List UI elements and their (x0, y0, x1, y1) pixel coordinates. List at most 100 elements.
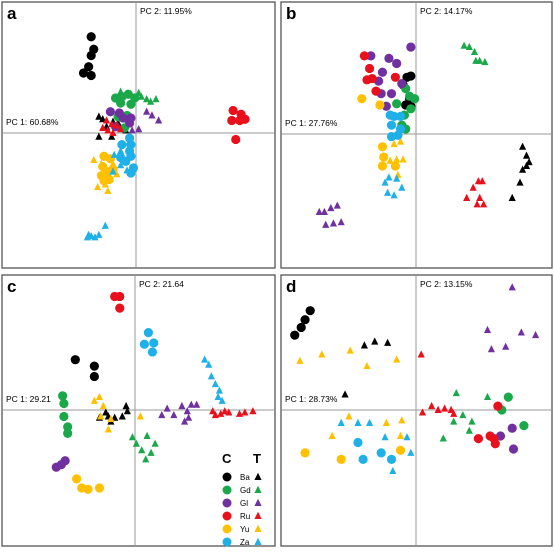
data-point-triangle (101, 221, 109, 229)
pc1-label: PC 1: 29.21 (6, 394, 51, 404)
data-point-triangle (441, 404, 449, 412)
data-point-triangle (390, 140, 398, 148)
data-point-triangle (109, 128, 117, 136)
data-point-circle (83, 484, 93, 494)
data-point-triangle (393, 355, 401, 363)
panel-label: d (286, 277, 296, 296)
data-point-circle (143, 328, 153, 338)
data-point-triangle (516, 178, 524, 186)
data-point-triangle (221, 407, 229, 415)
data-point-triangle (393, 155, 401, 163)
data-point-triangle (463, 193, 471, 201)
panel-label: b (286, 4, 296, 23)
data-point-circle (336, 454, 346, 464)
data-point-circle (503, 392, 513, 402)
series-gd-triangle (439, 389, 492, 442)
data-point-triangle (470, 47, 479, 56)
data-point-circle (235, 115, 245, 126)
data-point-triangle (386, 156, 394, 164)
data-point-triangle (360, 341, 368, 349)
data-point-circle (395, 111, 406, 121)
data-point-circle (117, 140, 127, 150)
data-point-triangle (110, 150, 118, 158)
data-point-circle (58, 391, 68, 401)
data-point-circle (59, 398, 69, 409)
legend-label: Za (240, 538, 250, 547)
data-point-triangle (117, 125, 125, 133)
data-point-triangle (337, 218, 345, 226)
data-point-circle (359, 51, 369, 61)
data-point-circle (125, 118, 135, 128)
data-point-circle (94, 483, 105, 493)
data-point-triangle (217, 409, 225, 417)
series-gl-triangle (483, 283, 540, 353)
data-point-triangle (481, 57, 489, 66)
series-gd-triangle (460, 41, 489, 66)
data-point-triangle (158, 411, 166, 419)
data-point-circle (353, 437, 363, 448)
data-point-triangle (480, 200, 488, 208)
data-point-triangle (389, 466, 397, 475)
data-point-triangle (95, 392, 104, 401)
data-point-circle (386, 131, 397, 142)
data-point-circle (86, 70, 96, 81)
panel-label: c (7, 277, 16, 296)
data-point-circle (70, 355, 80, 365)
data-point-circle (377, 142, 388, 152)
pc1-label: PC 1: 27.76% (285, 118, 338, 128)
data-point-triangle (465, 42, 473, 50)
data-point-circle (116, 98, 126, 108)
series-ru-circle (110, 291, 125, 313)
legend-marker-triangle (254, 472, 262, 480)
data-point-triangle (123, 407, 131, 415)
data-point-circle (371, 86, 381, 96)
data-point-circle (410, 94, 420, 104)
data-point-circle (115, 303, 125, 313)
series-gd-triangle (117, 87, 160, 105)
series-yu-triangle (90, 392, 144, 433)
data-point-triangle (99, 123, 107, 131)
data-point-circle (519, 421, 529, 431)
data-point-triangle (502, 342, 510, 350)
data-point-triangle (99, 401, 107, 410)
data-point-triangle (522, 151, 531, 159)
legend-marker-circle (222, 485, 232, 495)
data-point-triangle (109, 167, 117, 175)
legend-marker-triangle (254, 485, 262, 493)
data-point-circle (389, 111, 399, 121)
data-point-triangle (211, 411, 219, 419)
data-point-triangle (113, 170, 121, 178)
pc2-label: PC 2: 13.15% (420, 279, 473, 289)
series-ba-triangle (508, 142, 533, 201)
data-point-triangle (396, 431, 405, 439)
series-za-circle (353, 437, 397, 464)
data-point-circle (358, 454, 368, 464)
data-point-triangle (384, 188, 392, 196)
data-point-triangle (128, 433, 137, 441)
data-point-triangle (209, 407, 217, 415)
data-point-circle (493, 401, 503, 411)
data-point-triangle (95, 230, 103, 238)
data-point-triangle (101, 180, 109, 188)
data-point-circle (84, 62, 94, 72)
data-point-circle (406, 71, 416, 81)
data-point-triangle (85, 230, 93, 238)
data-point-circle (377, 67, 388, 77)
data-point-circle (300, 315, 310, 325)
data-point-triangle (170, 411, 178, 419)
data-point-triangle (207, 372, 215, 380)
data-point-triangle (142, 455, 150, 463)
data-point-circle (86, 32, 96, 42)
data-point-circle (392, 99, 402, 109)
series-ba-circle (290, 306, 315, 340)
data-point-triangle (132, 439, 140, 447)
legend-marker-circle (222, 472, 232, 482)
series-yu-circle (300, 445, 406, 464)
data-point-triangle (459, 411, 467, 419)
data-point-circle (139, 339, 149, 349)
legend-label: Yu (240, 525, 249, 534)
data-point-triangle (104, 186, 112, 194)
